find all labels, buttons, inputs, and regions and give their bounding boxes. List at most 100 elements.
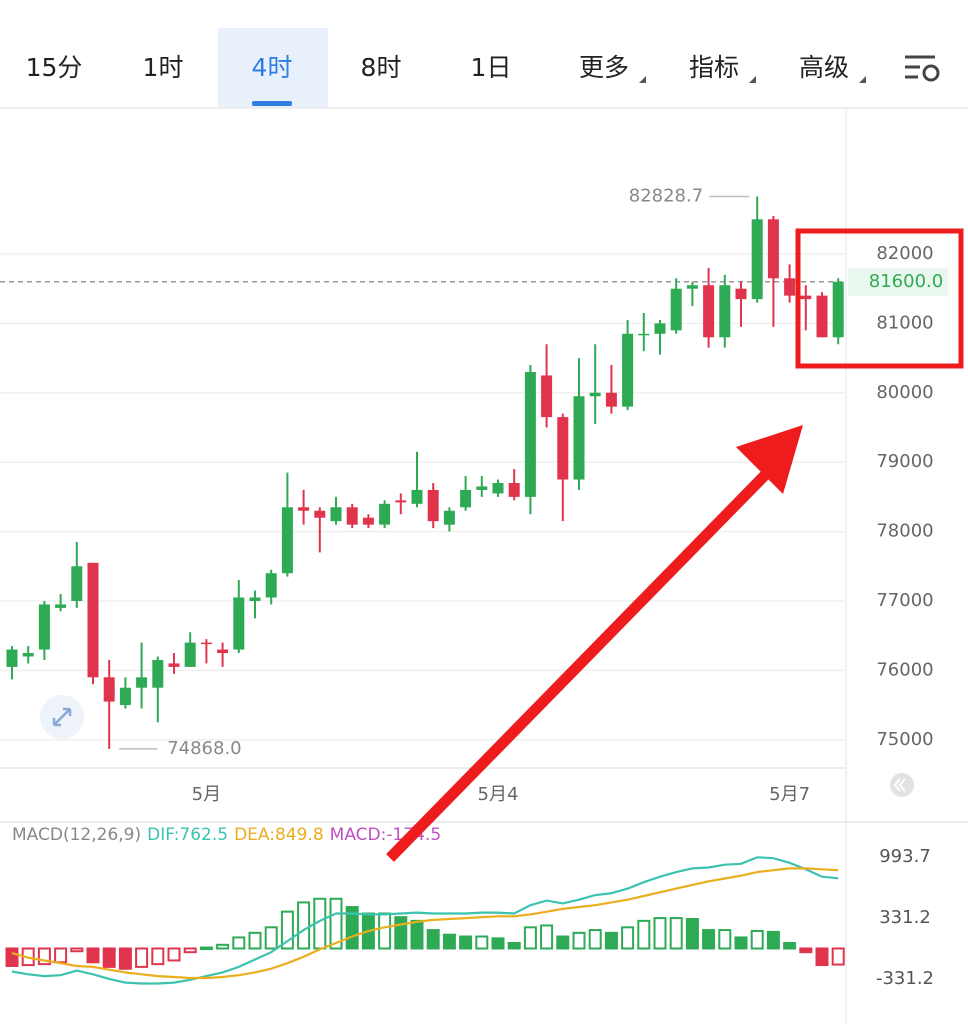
candle-body <box>703 285 715 338</box>
candle-body <box>249 597 261 601</box>
candle-body <box>557 417 569 480</box>
last-price-bg <box>848 267 948 296</box>
candle-body <box>800 295 812 300</box>
tab[interactable]: 指标 <box>689 53 739 82</box>
histogram-bar <box>394 916 408 950</box>
candle-body <box>136 677 148 688</box>
arrow-shaft <box>386 468 772 862</box>
candle-body <box>622 333 634 407</box>
candle-body <box>686 285 698 289</box>
tab[interactable]: 更多 <box>579 53 629 82</box>
histogram-bar <box>556 935 570 950</box>
candle-body <box>476 486 488 490</box>
y-tick-label: 82000 <box>876 243 933 264</box>
histogram-bar <box>167 947 181 962</box>
y-tick-label: 76000 <box>876 659 933 680</box>
histogram-bar <box>475 935 489 950</box>
histogram-bar <box>54 947 68 964</box>
histogram-bar <box>5 947 19 967</box>
candle-body <box>298 507 310 511</box>
candle-body <box>6 649 18 667</box>
annotation-label: 82828.7 <box>629 185 703 206</box>
y-tick-label: 81000 <box>876 312 933 333</box>
candle-body <box>38 604 50 650</box>
histogram-bar <box>491 937 505 950</box>
candle-body <box>654 323 666 334</box>
histogram-bar <box>637 919 651 950</box>
candle-body <box>589 392 601 397</box>
indicator-line <box>11 867 839 980</box>
candle-body <box>816 295 828 338</box>
x-tick-label: 5月 <box>192 784 221 805</box>
x-tick-label: 5月7 <box>769 784 810 805</box>
dropdown-mark <box>859 76 866 83</box>
tab[interactable]: 4时 <box>252 53 293 82</box>
settings-icon[interactable] <box>905 55 940 82</box>
candle-body <box>71 566 83 601</box>
tab[interactable]: 15分 <box>26 53 83 82</box>
y-tick-label: 75000 <box>876 729 933 750</box>
tab[interactable]: 高级 <box>799 53 849 82</box>
tab[interactable]: 1日 <box>471 53 512 82</box>
candle-body <box>427 489 439 522</box>
candle-body <box>395 500 407 503</box>
highlight-box <box>795 228 964 369</box>
candle-body <box>362 517 374 525</box>
histogram-bar <box>588 929 602 950</box>
y-tick-label: 993.7 <box>879 846 931 867</box>
candle-body <box>103 677 115 702</box>
candle-body <box>314 510 326 518</box>
histogram-bar <box>750 929 764 950</box>
candle-body <box>411 489 423 504</box>
histogram-bar <box>37 947 51 966</box>
histogram-bar <box>702 929 716 950</box>
expand-button[interactable] <box>40 695 84 739</box>
candle-body <box>573 396 585 480</box>
histogram-bar <box>410 919 424 950</box>
histogram-bar <box>378 912 392 950</box>
candle-body <box>119 687 131 706</box>
histogram-bar <box>70 947 84 953</box>
candle-body <box>443 510 455 525</box>
y-tick-label: 80000 <box>876 382 933 403</box>
candle-body <box>55 604 67 608</box>
candle-body <box>217 649 229 654</box>
histogram-bar <box>815 947 829 967</box>
histogram-bar <box>232 936 246 950</box>
tab[interactable]: 1时 <box>143 53 184 82</box>
histogram-bar <box>766 930 780 950</box>
histogram-bar <box>685 918 699 950</box>
candle-body <box>508 483 520 497</box>
histogram-bar <box>507 941 521 950</box>
indicator-title: MACD(12,26,9) <box>12 825 141 845</box>
y-tick-label: 77000 <box>876 590 933 611</box>
histogram-bar <box>523 926 537 950</box>
y-tick-label: 78000 <box>876 521 933 542</box>
scroll-end-button[interactable] <box>890 773 914 797</box>
candle-body <box>281 507 293 574</box>
candle-body <box>22 653 34 657</box>
histogram-bar <box>280 910 294 950</box>
histogram-bar <box>102 947 116 968</box>
histogram-bar <box>426 929 440 950</box>
histogram-bar <box>151 947 165 966</box>
candle-body <box>460 489 472 508</box>
selected-tab-bg <box>218 28 328 108</box>
histogram-bar <box>540 924 554 950</box>
indicator-line <box>11 856 839 985</box>
dropdown-mark <box>639 76 646 83</box>
candle-body <box>735 288 747 300</box>
histogram-bar <box>783 941 797 950</box>
legend-entry: DEA:849.8 <box>234 825 324 845</box>
tab[interactable]: 8时 <box>361 53 402 82</box>
candle-body <box>492 483 504 494</box>
histogram-bar <box>459 935 473 950</box>
histogram-bar <box>442 933 456 950</box>
histogram-bar <box>183 947 197 954</box>
selected-tab-indicator <box>252 101 292 106</box>
histogram-bar <box>718 929 732 950</box>
last-price-label: 81600.0 <box>869 271 943 292</box>
dropdown-mark <box>749 76 756 83</box>
candle-body <box>719 285 731 338</box>
